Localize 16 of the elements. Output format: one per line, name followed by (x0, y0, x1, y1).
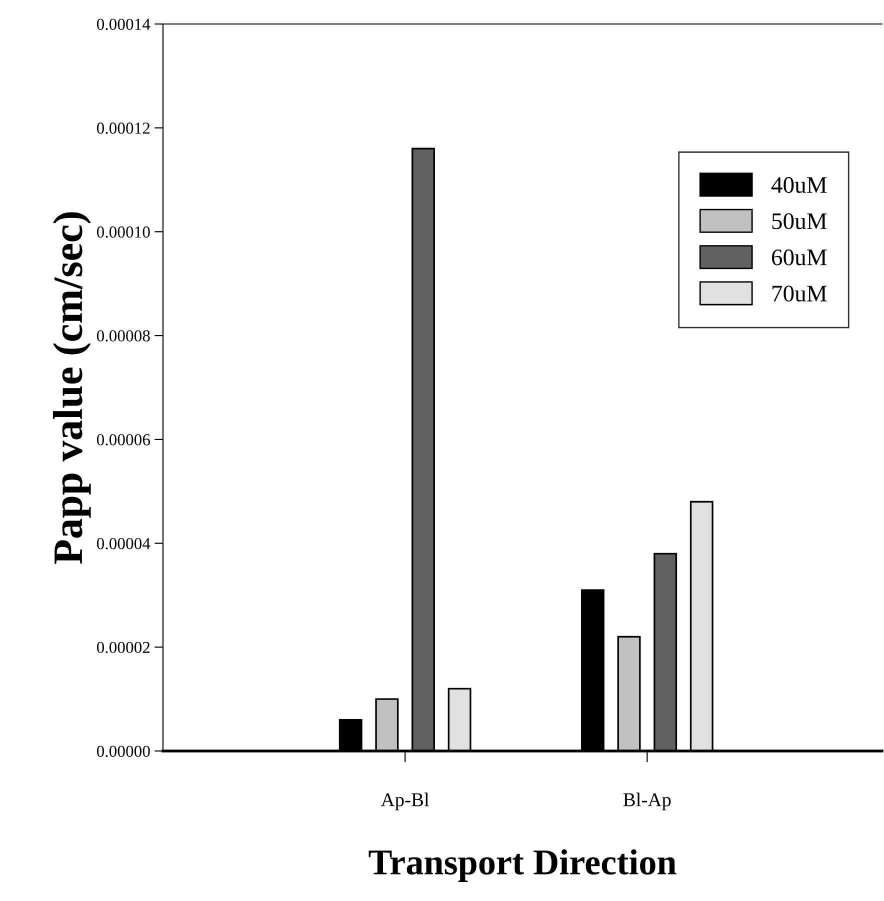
y-tick-label: 0.00004 (96, 538, 150, 550)
y-tick-label: 0.00010 (96, 226, 150, 238)
legend-label: 60uM (772, 249, 827, 266)
legend-label: 50uM (772, 213, 827, 230)
x-axis-title: Transport Direction (368, 849, 676, 882)
y-axis-title: Papp value (cm/sec) (52, 212, 91, 564)
y-tick-label: 0.00002 (96, 642, 150, 654)
legend-label: 40uM (771, 177, 827, 193)
y-tick-label: 0.00000 (96, 746, 150, 758)
y-tick-label: 0.00008 (96, 330, 150, 342)
legend-label: 70uM (772, 286, 827, 302)
y-tick-label: 0.00006 (96, 434, 150, 446)
x-tick-label: Bl-Ap (623, 792, 671, 810)
y-tick-label: 0.00012 (96, 122, 150, 134)
y-tick-label: 0.00014 (96, 18, 150, 30)
x-tick-label: Ap-Bl (380, 792, 430, 810)
